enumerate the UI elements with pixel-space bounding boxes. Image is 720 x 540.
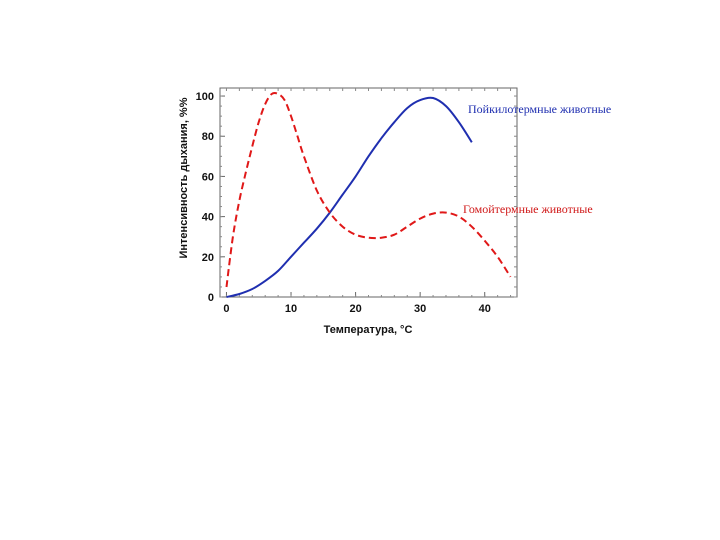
plot-frame [219, 87, 518, 298]
series-layer [225, 92, 512, 298]
x-tick-label: 30 [414, 303, 426, 315]
y-tick-label: 100 [196, 91, 214, 103]
series-label-poikilotherm: Пойкилотермные животные [468, 102, 611, 116]
y-tick-label: 0 [208, 292, 214, 304]
x-tick-label: 10 [285, 303, 297, 315]
y-tick-label: 40 [202, 212, 214, 224]
series-label-homeotherm: Гомойтермные животные [463, 202, 593, 216]
x-tick-label: 20 [349, 303, 361, 315]
frame-minor-ticks [220, 88, 517, 298]
y-axis-ticks: 0 20 40 60 80 100 [196, 91, 225, 304]
y-tick-label: 20 [202, 252, 214, 264]
y-axis-title: Интенсивность дыхания, %% [178, 97, 190, 258]
x-axis-ticks: 0 10 20 30 40 [223, 292, 491, 315]
x-axis-title: Температура, °С [324, 324, 413, 336]
x-tick-label: 0 [223, 303, 229, 315]
series-line-homeotherm [225, 92, 512, 288]
y-tick-label: 60 [202, 171, 214, 183]
y-tick-label: 80 [202, 131, 214, 143]
series-line-poikilotherm [226, 96, 473, 298]
x-tick-label: 40 [479, 303, 491, 315]
